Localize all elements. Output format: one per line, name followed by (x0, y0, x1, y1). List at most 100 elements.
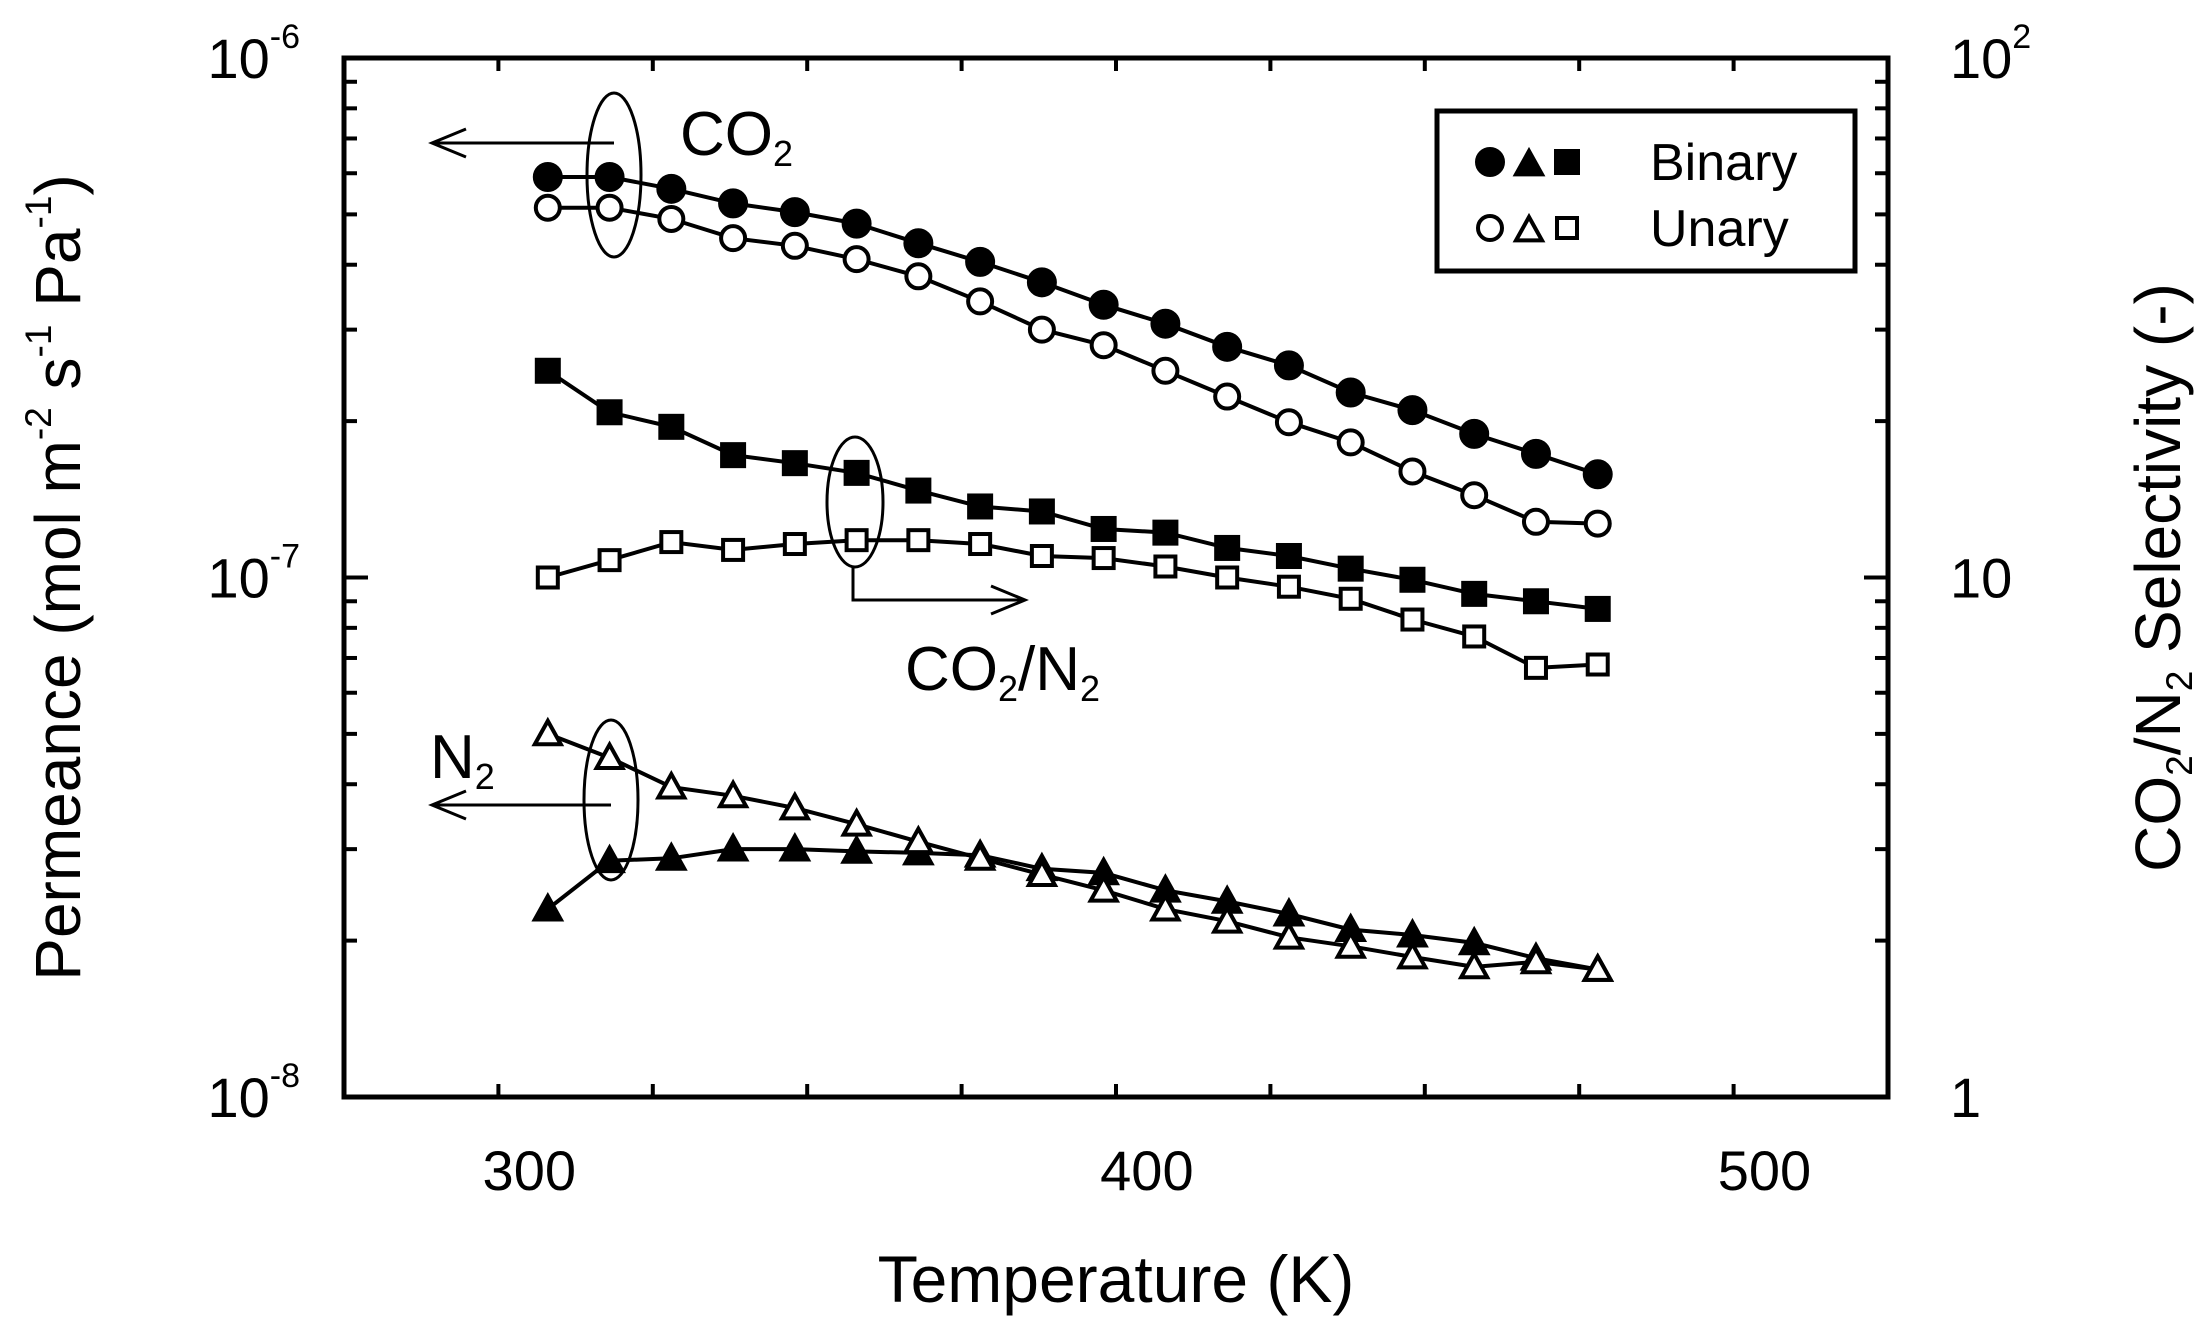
data-point (781, 450, 808, 477)
data-point (659, 530, 684, 555)
data-point (1090, 515, 1117, 542)
n2-ellipse (582, 718, 640, 882)
y-right-tick-label: 10 (1950, 547, 2012, 610)
legend-box (1434, 108, 1858, 274)
data-point (1522, 588, 1549, 615)
data-point (654, 841, 688, 871)
data-point (1273, 350, 1304, 381)
data-point (1396, 939, 1429, 970)
data-point (596, 399, 623, 426)
data-point (779, 197, 810, 228)
y-right-axis-title-part-0: CO (2122, 776, 2194, 872)
data-point (843, 459, 870, 486)
legend-label: Binary (1650, 134, 1797, 192)
selectivity-ellipse (825, 435, 885, 569)
y-right-axis-title: CO2/N2 Selectivity (-) (2122, 283, 2199, 872)
data-point (1582, 459, 1613, 490)
y-left-tick-label: 10-6 (207, 18, 300, 90)
x-tick-label: 300 (483, 1139, 576, 1202)
legend-label: Unary (1650, 200, 1789, 258)
data-point (1400, 607, 1425, 632)
x-axis-title: Temperature (K) (878, 1242, 1355, 1316)
data-point (1151, 356, 1180, 385)
y-left-tick-base: 10 (207, 1066, 269, 1129)
data-point (597, 548, 622, 573)
data-point (841, 208, 872, 239)
series-line (546, 847, 1599, 972)
data-point (656, 173, 687, 204)
legend-group: Binary Unary (1434, 108, 1858, 274)
data-point (1523, 655, 1548, 680)
data-point (1334, 929, 1368, 959)
data-point (1210, 904, 1244, 934)
y-right-axis-title-part-1: 2 (2159, 755, 2199, 776)
series-5 (531, 716, 1615, 982)
series-1 (533, 193, 1612, 538)
data-point (1335, 377, 1366, 408)
data-point (1149, 891, 1182, 922)
data-point (1025, 857, 1059, 887)
data-point (1584, 595, 1611, 622)
data-point (844, 528, 869, 553)
n2-arrow-head (428, 789, 467, 821)
annotation-n2: N2 (430, 723, 495, 797)
y-right-tick-base: 10 (1950, 547, 2012, 610)
series-3 (535, 528, 1610, 680)
data-point (1027, 315, 1056, 344)
data-point (1029, 543, 1054, 568)
data-point (1581, 952, 1615, 982)
data-point (1338, 586, 1363, 611)
data-point (534, 357, 561, 384)
data-point (658, 413, 685, 440)
data-point (840, 834, 874, 864)
data-point (1399, 566, 1426, 593)
legend-circle-symbol (1476, 214, 1504, 242)
y-right-axis-title-part-4: Selectivity (-) (2122, 283, 2194, 671)
data-point (1398, 457, 1427, 486)
data-point (1088, 289, 1119, 320)
data-point (532, 162, 563, 193)
legend-triangle-symbol (1512, 212, 1546, 243)
data-point (967, 493, 994, 520)
data-point (842, 245, 871, 274)
y-right-tick-exp: 2 (2012, 18, 2031, 56)
data-point (778, 790, 812, 821)
selectivity-arrow-line (851, 567, 1025, 602)
data-point (782, 532, 807, 557)
y-left-axis-title-part-5: -1 (18, 196, 59, 229)
y-left-tick-exp: -8 (270, 1057, 300, 1095)
y-left-tick-base: 10 (207, 547, 269, 610)
y-left-axis-title-part-6: ) (22, 174, 94, 195)
annotation-co2n2-part-2: /N (1018, 635, 1080, 704)
y-left-axis-title-part-3: -1 (18, 325, 59, 358)
y-right-axis-title-part-3: 2 (2159, 671, 2199, 692)
y-left-axis-title-part-1: -2 (18, 407, 59, 440)
y-right-tick-label: 102 (1950, 18, 2031, 90)
data-point (657, 204, 686, 233)
data-point (1214, 534, 1241, 561)
data-point (903, 228, 934, 259)
data-point (535, 565, 560, 590)
series-0 (532, 162, 1613, 490)
annotation-co2-part-0: CO (680, 100, 773, 169)
legend-triangle-symbol (1512, 146, 1546, 177)
data-point (1336, 428, 1365, 457)
data-point (965, 246, 996, 277)
data-point (904, 262, 933, 291)
data-point (594, 162, 625, 193)
data-point (1026, 267, 1057, 298)
annotation-n2-part-0: N (430, 723, 475, 792)
y-left-tick-exp: -6 (270, 18, 300, 56)
data-point (593, 740, 626, 771)
data-point (1583, 509, 1612, 538)
data-point (1459, 418, 1490, 449)
data-point (901, 824, 935, 855)
data-point (533, 193, 562, 222)
data-point (966, 287, 995, 316)
data-point (1153, 554, 1178, 579)
y-right-tick-base: 1 (1950, 1066, 1981, 1129)
annotation-co2-part-1: 2 (773, 133, 793, 174)
data-point (1585, 652, 1610, 677)
